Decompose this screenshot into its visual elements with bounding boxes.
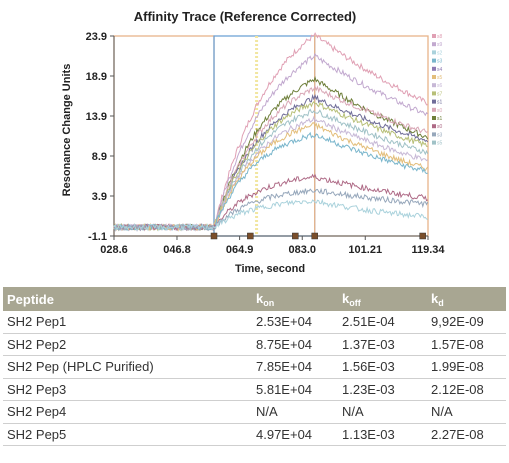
cell-kd: 2.27E-08 <box>427 423 506 446</box>
cell-kd: 1.99E-08 <box>427 355 506 379</box>
trace-line <box>113 187 429 232</box>
legend-label: s5 <box>437 75 443 81</box>
event-marker <box>247 232 254 240</box>
cell-koff: 1.23E-03 <box>338 378 427 401</box>
cell-peptide: SH2 Pep5 <box>3 423 252 446</box>
x-axis-label: Time, second <box>235 263 305 275</box>
cell-koff: 1.13E-03 <box>338 423 427 446</box>
chart-title: Affinity Trace (Reference Corrected) <box>134 9 357 24</box>
table-row: SH2 Pep5 4.97E+04 1.13E-03 2.27E-08 <box>3 423 506 446</box>
x-tick-label: 083.0 <box>288 244 316 256</box>
legend-swatch <box>432 107 436 112</box>
x-tick-label: 101.21 <box>348 244 382 256</box>
legend-swatch <box>432 58 436 63</box>
table-row: SH2 Pep4 N/A N/A N/A <box>3 400 506 424</box>
legend-swatch <box>432 66 436 71</box>
affinity-trace-chart: Affinity Trace (Reference Corrected) Res… <box>61 9 446 275</box>
cell-koff: 1.56E-03 <box>338 355 427 379</box>
legend-swatch <box>432 99 436 104</box>
cell-kon: 4.97E+04 <box>252 423 338 446</box>
cell-peptide: SH2 Pep3 <box>3 378 252 401</box>
cell-peptide: SH2 Pep1 <box>3 311 252 334</box>
legend-swatch <box>432 83 436 88</box>
cell-kon: N/A <box>252 400 338 424</box>
event-marker <box>292 232 299 240</box>
cell-kd: 1.57E-08 <box>427 333 506 356</box>
legend-swatch <box>432 50 436 55</box>
cell-peptide: SH2 Pep4 <box>3 400 252 424</box>
legend-swatch <box>432 42 436 47</box>
y-tick-label: 23.9 <box>86 31 107 43</box>
legend-label: s2 <box>437 50 443 56</box>
header-kon: kon <box>252 287 338 311</box>
cell-kd: 9,92E-09 <box>427 311 506 334</box>
legend-label: s0 <box>437 108 443 114</box>
cell-peptide: SH2 Pep (HPLC Purified) <box>3 355 252 379</box>
cell-koff: 1.37E-03 <box>338 333 427 356</box>
legend-label: s8 <box>437 34 443 40</box>
legend-label: s1 <box>437 100 443 106</box>
table-header-row: Peptide kon koff kd <box>3 287 506 311</box>
cell-kon: 2.53E+04 <box>252 311 338 334</box>
tick-marks <box>110 35 429 240</box>
sensorgram-traces <box>113 32 429 232</box>
legend-swatch <box>432 75 436 79</box>
event-markers <box>210 232 426 240</box>
x-tick-label: 028.6 <box>100 244 128 256</box>
table-row: SH2 Pep3 5.81E+04 1.23E-03 2.12E-08 <box>3 378 506 401</box>
legend-label: s7 <box>437 91 443 97</box>
cell-kon: 7.85E+04 <box>252 355 338 379</box>
x-tick-label: 119.34 <box>411 244 445 256</box>
legend-swatch <box>432 91 436 96</box>
legend-label: s5 <box>437 141 443 147</box>
x-tick-label: 046.8 <box>163 244 191 256</box>
trace-line <box>113 115 428 232</box>
kinetics-table: Peptide kon koff kd SH2 Pep1 2.53E+04 2.… <box>3 287 506 446</box>
event-marker <box>311 232 318 240</box>
legend-label: s9 <box>437 42 443 48</box>
y-tick-label: 8.9 <box>92 151 107 163</box>
y-tick-label: -1.1 <box>88 231 107 243</box>
table-row: SH2 Pep (HPLC Purified) 7.85E+04 1.56E-0… <box>3 355 506 379</box>
y-tick-label: 18.9 <box>86 71 107 83</box>
trace-line <box>113 52 429 232</box>
y-tick-label: 13.9 <box>86 111 107 123</box>
legend-label: s0 <box>437 124 443 130</box>
header-kd: kd <box>427 287 506 311</box>
cell-peptide: SH2 Pep2 <box>3 333 252 356</box>
trace-line <box>113 131 428 232</box>
phase-baseline-region <box>113 35 215 237</box>
table-row: SH2 Pep2 8.75E+04 1.37E-03 1.57E-08 <box>3 333 506 356</box>
legend-label: s3 <box>437 59 443 65</box>
legend-label: s1 <box>437 116 443 122</box>
legend-swatch <box>432 34 436 38</box>
y-axis-label: Resonance Change Units <box>61 64 73 197</box>
header-peptide: Peptide <box>3 287 252 311</box>
legend-swatch <box>432 116 436 120</box>
trace-line <box>113 173 428 232</box>
table-row: SH2 Pep1 2.53E+04 2.51E-04 9,92E-09 <box>3 311 506 334</box>
cell-kd: N/A <box>427 400 506 424</box>
legend-swatch <box>432 140 436 145</box>
event-marker <box>210 232 218 240</box>
legend-swatch <box>432 132 436 137</box>
event-marker <box>419 232 426 240</box>
x-tick-label: 064.9 <box>226 244 254 256</box>
legend-label: s3 <box>437 132 443 138</box>
cell-kon: 5.81E+04 <box>252 378 338 401</box>
cell-koff: N/A <box>338 400 427 424</box>
cell-koff: 2.51E-04 <box>338 311 427 334</box>
cell-kd: 2.12E-08 <box>427 378 506 401</box>
legend-swatch <box>432 124 436 129</box>
header-koff: koff <box>338 287 427 311</box>
y-tick-label: 3.9 <box>92 191 107 203</box>
legend: s8 s9 s2 s3 s4 s5 s6 s7 s1 s0 s1 s0 s3 s5 <box>432 34 443 147</box>
trace-line <box>113 198 428 232</box>
cell-kon: 8.75E+04 <box>252 333 338 356</box>
legend-label: s6 <box>437 83 443 89</box>
legend-label: s4 <box>437 67 443 73</box>
trace-line <box>113 122 429 232</box>
